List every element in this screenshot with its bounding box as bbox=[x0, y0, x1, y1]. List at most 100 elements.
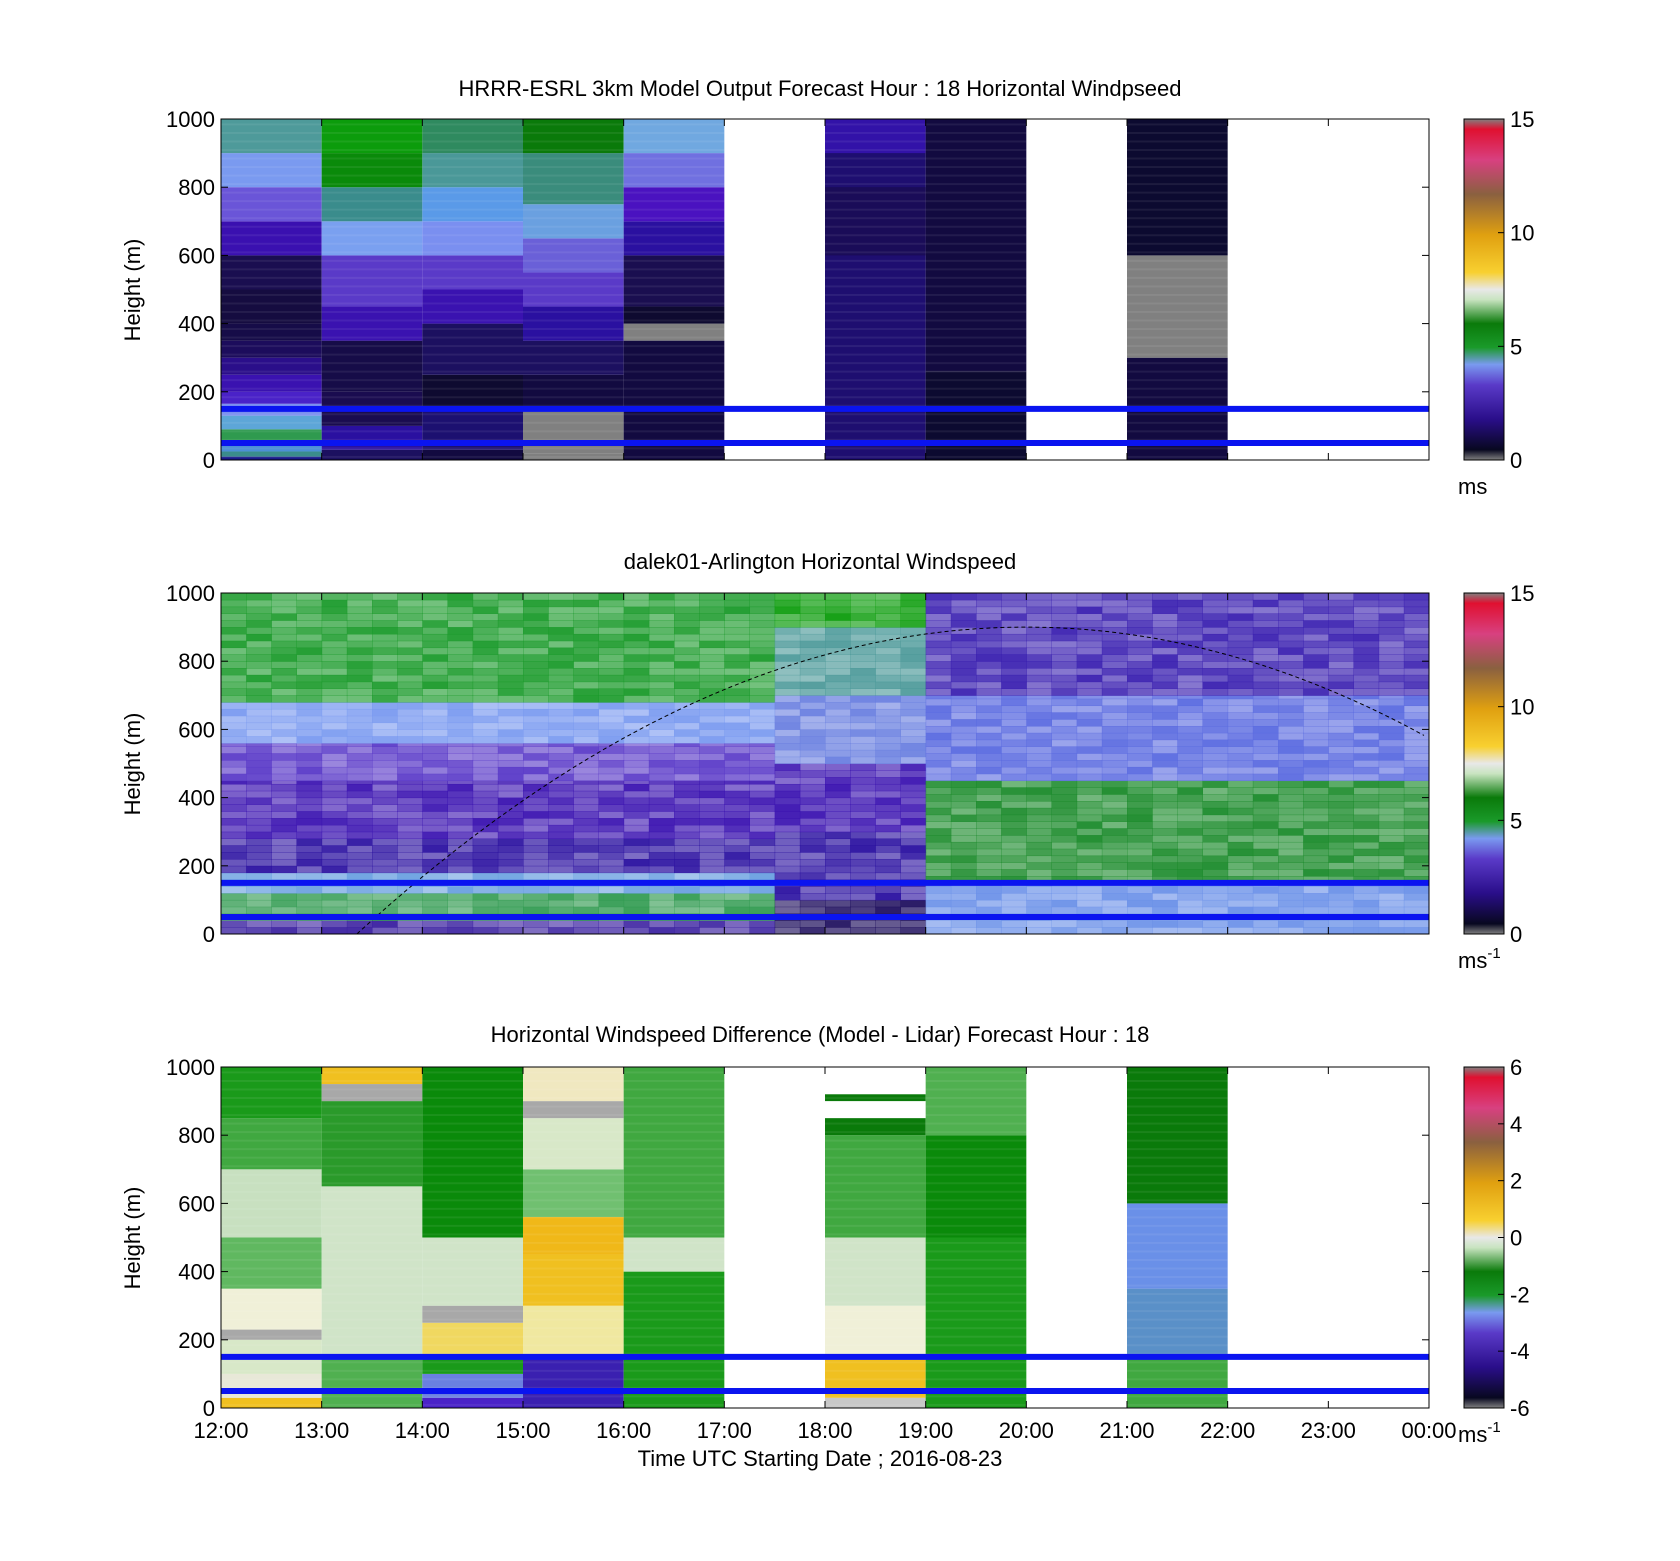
heatmap-cell bbox=[1303, 654, 1329, 662]
heatmap-cell bbox=[1202, 647, 1229, 655]
heatmap-cell bbox=[1227, 828, 1254, 836]
heatmap-cell bbox=[850, 845, 876, 853]
heatmap-cell bbox=[925, 821, 952, 829]
heatmap-cell bbox=[1127, 893, 1153, 901]
heatmap-cell bbox=[1278, 732, 1304, 741]
heatmap-cell bbox=[321, 729, 348, 737]
heatmap-cell bbox=[497, 743, 524, 747]
heatmap-stripe bbox=[1127, 1352, 1228, 1355]
heatmap-cell bbox=[598, 906, 625, 915]
heatmap-cell bbox=[1026, 787, 1052, 795]
heatmap-cell bbox=[523, 1217, 624, 1255]
heatmap-cell bbox=[724, 722, 750, 730]
heatmap-cell bbox=[950, 674, 977, 683]
heatmap-cell bbox=[900, 640, 927, 649]
heatmap-cell bbox=[422, 906, 448, 915]
heatmap-stripe bbox=[925, 1122, 1027, 1125]
heatmap-cell bbox=[1303, 876, 1329, 884]
heatmap-cell bbox=[1328, 695, 1354, 700]
heatmap-cell bbox=[296, 674, 323, 683]
heatmap-stripe bbox=[623, 1327, 725, 1330]
heatmap-cell bbox=[523, 845, 549, 853]
heatmap-cell bbox=[1328, 674, 1354, 683]
heatmap-cell bbox=[1177, 640, 1203, 649]
heatmap-cell bbox=[950, 647, 977, 655]
heatmap-cell bbox=[1026, 780, 1052, 788]
heatmap-cell bbox=[246, 780, 272, 785]
heatmap-cell bbox=[1026, 695, 1052, 700]
heatmap-stripe bbox=[523, 1403, 624, 1406]
heatmap-stripe bbox=[623, 1173, 725, 1176]
heatmap-cell bbox=[1328, 766, 1354, 775]
heatmap-cell bbox=[1328, 899, 1354, 908]
heatmap-stripe bbox=[623, 1207, 725, 1210]
heatmap-cell bbox=[1076, 647, 1103, 655]
heatmap-cell bbox=[1101, 886, 1128, 894]
heatmap-cell bbox=[950, 606, 977, 614]
heatmap-cell bbox=[724, 681, 750, 689]
heatmap-cell bbox=[699, 627, 725, 635]
heatmap-stripe bbox=[925, 328, 1027, 331]
heatmap-cell bbox=[1101, 705, 1128, 713]
heatmap-cell bbox=[674, 654, 700, 662]
heatmap-cell bbox=[296, 708, 323, 717]
heatmap-cell bbox=[523, 783, 549, 792]
heatmap-cell bbox=[1101, 906, 1128, 915]
heatmap-stripe bbox=[825, 217, 926, 220]
heatmap-cell bbox=[548, 654, 574, 662]
heatmap-cell bbox=[523, 640, 549, 649]
heatmap-cell bbox=[850, 852, 876, 860]
heatmap-cell bbox=[850, 702, 876, 710]
heatmap-cell bbox=[422, 893, 448, 901]
heatmap-cell bbox=[372, 865, 398, 874]
heatmap-cell bbox=[749, 865, 776, 874]
heatmap-cell bbox=[900, 606, 927, 614]
heatmap-cell bbox=[1227, 661, 1254, 669]
solar-curve bbox=[356, 626, 1425, 934]
heatmap-cell bbox=[900, 647, 927, 655]
heatmap-cell bbox=[699, 729, 725, 737]
heatmap-stripe bbox=[925, 251, 1027, 254]
heatmap-cell bbox=[1202, 725, 1229, 734]
heatmap-cell bbox=[850, 633, 876, 642]
heatmap-stripe bbox=[925, 157, 1027, 160]
colorbar-unit: ms-1 bbox=[1458, 945, 1501, 973]
heatmap-stripe bbox=[221, 387, 322, 390]
heatmap-cell bbox=[1202, 705, 1229, 713]
heatmap-cell bbox=[523, 374, 624, 409]
heatmap-cell bbox=[346, 899, 373, 908]
heatmap-stripe bbox=[825, 1284, 926, 1287]
heatmap-cell bbox=[1378, 746, 1405, 754]
heatmap-cell bbox=[774, 599, 801, 608]
heatmap-cell bbox=[221, 811, 247, 819]
heatmap-cell bbox=[674, 606, 700, 614]
heatmap-stripe bbox=[321, 370, 423, 373]
heatmap-stripe bbox=[523, 285, 624, 288]
heatmap-cell bbox=[1026, 640, 1052, 649]
heatmap-stripe bbox=[422, 1301, 523, 1304]
heatmap-stripe bbox=[623, 200, 725, 203]
heatmap-cell bbox=[774, 729, 801, 737]
heatmap-stripe bbox=[1127, 174, 1228, 177]
heatmap-cell bbox=[950, 766, 977, 775]
heatmap-cell bbox=[648, 736, 675, 744]
heatmap-cell bbox=[422, 640, 448, 649]
heatmap-stripe bbox=[523, 1190, 624, 1193]
heatmap-cell bbox=[1076, 828, 1103, 836]
heatmap-stripe bbox=[422, 302, 523, 305]
heatmap-stripe bbox=[623, 1310, 725, 1313]
heatmap-cell bbox=[422, 927, 448, 934]
heatmap-stripe bbox=[221, 1207, 322, 1210]
heatmap-stripe bbox=[1127, 131, 1228, 134]
heatmap-cell bbox=[321, 633, 348, 642]
heatmap-cell bbox=[1227, 593, 1254, 601]
heatmap-stripe bbox=[925, 362, 1027, 365]
heatmap-cell bbox=[900, 831, 927, 840]
colorbar-gradient bbox=[1463, 1066, 1505, 1409]
heatmap-cell bbox=[397, 743, 423, 747]
heatmap-cell bbox=[1328, 920, 1354, 928]
heatmap-cell bbox=[548, 906, 574, 915]
heatmap-cell bbox=[447, 893, 474, 901]
heatmap-cell bbox=[1076, 593, 1103, 601]
